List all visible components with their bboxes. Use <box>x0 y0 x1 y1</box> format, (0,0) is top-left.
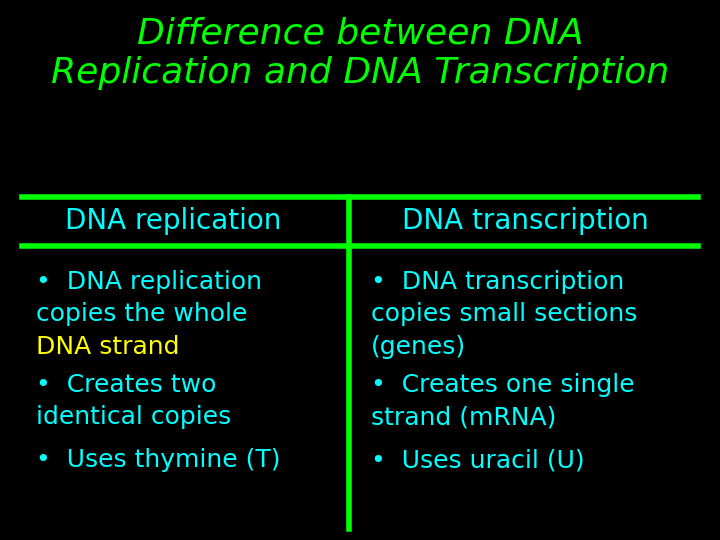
Text: •  DNA replication: • DNA replication <box>36 270 262 294</box>
Text: identical copies: identical copies <box>36 405 231 429</box>
Text: DNA strand: DNA strand <box>36 335 179 359</box>
Text: copies small sections: copies small sections <box>371 302 637 326</box>
Text: •  Uses thymine (T): • Uses thymine (T) <box>36 448 281 472</box>
Text: copies the whole: copies the whole <box>36 302 248 326</box>
Text: DNA transcription: DNA transcription <box>402 207 649 235</box>
Text: Difference between DNA
Replication and DNA Transcription: Difference between DNA Replication and D… <box>51 16 669 90</box>
Text: •  DNA transcription: • DNA transcription <box>371 270 624 294</box>
Text: strand (mRNA): strand (mRNA) <box>371 405 556 429</box>
Text: (genes): (genes) <box>371 335 466 359</box>
Text: DNA replication: DNA replication <box>65 207 281 235</box>
Text: •  Uses uracil (U): • Uses uracil (U) <box>371 448 585 472</box>
Text: •  Creates two: • Creates two <box>36 373 217 396</box>
Text: •  Creates one single: • Creates one single <box>371 373 634 396</box>
